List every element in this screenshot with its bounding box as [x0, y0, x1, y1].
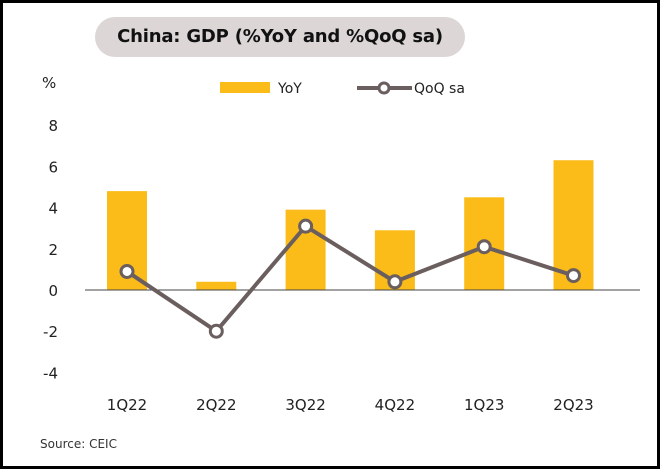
y-tick-label: 2 [48, 241, 58, 259]
point-qoq-2Q23 [566, 268, 581, 284]
point-qoq-4Q22 [387, 274, 403, 290]
y-tick-label: 0 [48, 282, 58, 300]
source-note: Source: CEIC [40, 437, 117, 451]
legend-label-qoq: QoQ sa [414, 81, 465, 97]
chart-plot: % 8 6 4 2 0 -2 -4 1Q22 2Q22 3Q22 4Q22 1Q23 2Q23 YoY QoQ… [42, 74, 640, 414]
x-tick-label: 3Q22 [285, 396, 325, 414]
x-tick-label: 2Q22 [196, 396, 236, 414]
y-axis-label: % [42, 74, 56, 92]
chart-title: China: GDP (%YoY and %QoQ sa) [95, 17, 465, 57]
x-tick-label: 4Q22 [375, 396, 415, 414]
point-qoq-3Q22 [298, 218, 314, 234]
y-tick-label: 8 [48, 117, 58, 135]
legend-swatch-qoq-marker [377, 81, 391, 95]
point-qoq-1Q22 [119, 263, 135, 279]
y-tick-label: 6 [48, 158, 58, 176]
x-tick-label: 2Q23 [553, 396, 593, 414]
legend-label-yoy: YoY [277, 81, 302, 97]
bar-yoy-2Q22 [196, 281, 237, 290]
y-tick-label: -2 [43, 323, 58, 341]
line-qoq [125, 224, 575, 334]
point-qoq-2Q22 [208, 323, 224, 339]
x-tick-label: 1Q23 [464, 396, 504, 414]
y-tick-label: -4 [43, 364, 58, 382]
legend-swatch-yoy [220, 82, 270, 93]
point-qoq-1Q23 [476, 239, 492, 255]
y-tick-label: 4 [48, 200, 58, 218]
x-tick-label: 1Q22 [107, 396, 147, 414]
